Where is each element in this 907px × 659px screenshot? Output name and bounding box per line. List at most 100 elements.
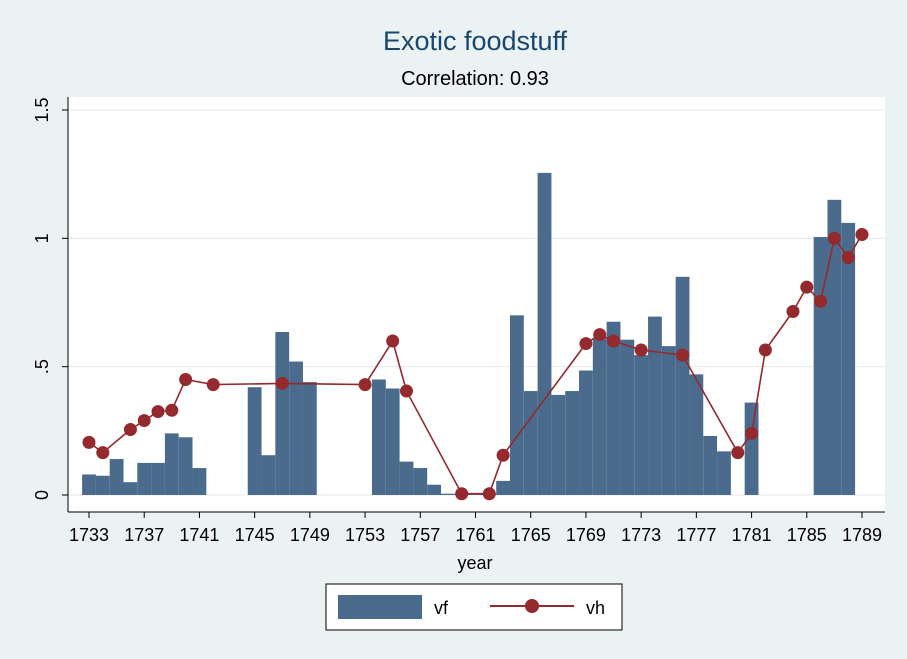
vh-point xyxy=(206,378,220,392)
y-tick-label: .5 xyxy=(32,359,52,374)
vh-point xyxy=(814,294,828,308)
x-tick-label: 1753 xyxy=(345,525,385,545)
vf-bar xyxy=(82,474,96,495)
x-tick-label: 1765 xyxy=(511,525,551,545)
vh-point xyxy=(358,378,372,392)
vh-point xyxy=(786,304,800,318)
vf-bar xyxy=(302,382,317,495)
vf-bar xyxy=(592,338,607,495)
vh-point xyxy=(399,384,413,398)
vh-point xyxy=(827,231,841,245)
y-tick-label: 1 xyxy=(32,233,52,243)
vh-point xyxy=(579,337,593,351)
x-tick-label: 1777 xyxy=(676,525,716,545)
vh-point xyxy=(179,373,193,386)
legend: vf vh xyxy=(325,583,623,631)
vf-bar xyxy=(95,475,110,495)
vf-bar xyxy=(606,321,621,495)
vf-bar xyxy=(275,332,290,495)
vf-bar xyxy=(164,433,179,495)
vf-bar xyxy=(385,388,400,495)
vf-bar xyxy=(523,391,538,495)
vf-bar xyxy=(178,437,193,495)
legend-swatch-vf xyxy=(338,595,422,619)
vh-point xyxy=(496,448,510,462)
vh-point xyxy=(800,280,814,294)
vf-bar xyxy=(689,374,704,495)
x-tick-label: 1757 xyxy=(400,525,440,545)
vf-bar xyxy=(151,462,165,495)
vh-point xyxy=(745,426,759,440)
vf-bars xyxy=(82,172,856,496)
vf-bar xyxy=(137,462,152,495)
vf-bar xyxy=(510,315,524,495)
vf-bar xyxy=(399,461,414,495)
vf-bar xyxy=(579,370,593,495)
vf-bar xyxy=(537,172,552,495)
vh-point xyxy=(455,487,469,501)
x-tick-label: 1781 xyxy=(732,525,772,545)
x-tick-label: 1749 xyxy=(290,525,330,545)
vf-bar xyxy=(634,355,649,495)
y-tick-label: 1.5 xyxy=(32,97,52,122)
axes xyxy=(62,97,885,518)
vf-bar xyxy=(551,394,566,495)
x-tick-label: 1741 xyxy=(179,525,219,545)
vh-point xyxy=(758,343,772,357)
vh-point xyxy=(593,328,607,342)
x-tick-label: 1789 xyxy=(842,525,882,545)
vh-point xyxy=(634,343,648,357)
vf-bar xyxy=(261,455,276,495)
vf-bar xyxy=(661,346,676,495)
vh-point xyxy=(96,446,110,460)
vh-point xyxy=(731,446,745,460)
vf-bar xyxy=(717,451,731,495)
legend-label-vh: vh xyxy=(586,598,605,618)
vh-point xyxy=(275,376,289,390)
vf-bar xyxy=(496,480,511,495)
x-tick-label: 1773 xyxy=(621,525,661,545)
vf-bar xyxy=(440,493,455,495)
x-tick-label: 1761 xyxy=(455,525,495,545)
vf-bar xyxy=(247,387,262,495)
y-tick-label: 0 xyxy=(32,490,52,500)
x-tick-label: 1769 xyxy=(566,525,606,545)
vh-line xyxy=(82,227,869,501)
legend-label-vf: vf xyxy=(434,598,449,618)
vh-point xyxy=(151,405,165,419)
x-axis-title: year xyxy=(457,553,492,573)
x-tick-label: 1785 xyxy=(787,525,827,545)
x-tick-label: 1737 xyxy=(124,525,164,545)
x-tick-labels: 1733 1737 1741 1745 1749 1753 1757 1761 1765 1769… xyxy=(69,525,882,545)
vf-bar xyxy=(703,435,718,495)
vh-point xyxy=(123,423,137,437)
vf-bar xyxy=(123,482,138,495)
vh-point xyxy=(165,403,179,417)
vf-bar xyxy=(841,222,856,495)
vf-bar xyxy=(192,468,207,495)
vf-bar xyxy=(565,391,580,495)
x-tick-label: 1733 xyxy=(69,525,109,545)
x-tick-label: 1745 xyxy=(235,525,275,545)
vf-bar xyxy=(827,199,842,496)
chart-title: Exotic foodstuff xyxy=(383,26,568,56)
chart-subtitle: Correlation: 0.93 xyxy=(401,68,549,90)
vf-bar xyxy=(371,379,386,495)
vf-bar xyxy=(744,402,759,495)
vf-bar xyxy=(675,276,690,495)
y-tick-labels: 0 .5 1 1.5 xyxy=(32,97,52,500)
vh-point xyxy=(482,487,496,501)
vh-point xyxy=(855,227,869,241)
vh-point xyxy=(607,334,621,348)
vh-point xyxy=(841,251,855,265)
vh-point xyxy=(82,435,96,449)
vf-bar xyxy=(109,459,124,495)
vf-bar xyxy=(413,468,428,495)
vh-point xyxy=(676,348,690,362)
vf-bar xyxy=(289,361,303,495)
vh-point xyxy=(137,414,151,428)
vf-bar xyxy=(648,316,662,495)
vf-bar xyxy=(620,339,635,495)
vf-bar xyxy=(427,484,441,495)
